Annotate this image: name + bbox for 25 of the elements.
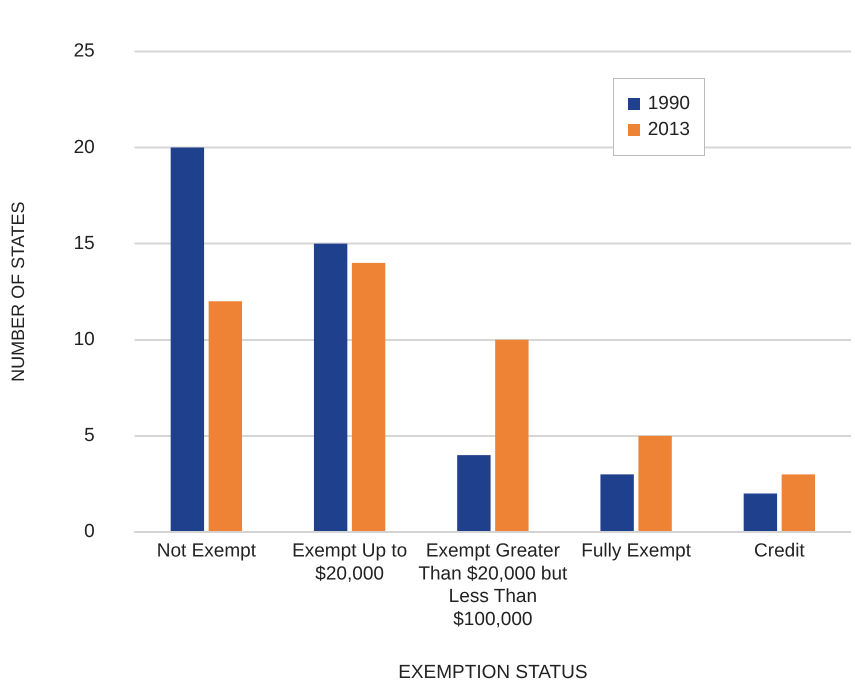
y-tick-label: 20 <box>74 136 95 158</box>
bar <box>208 301 242 531</box>
bar <box>457 455 491 531</box>
bar <box>638 436 672 531</box>
x-tick-label: Exempt Greater Than $20,000 but Less Than $100,000 <box>418 540 568 630</box>
y-axis-title: NUMBER OF STATES <box>8 202 28 382</box>
x-tick-label: Exempt Up to $20,000 <box>292 540 408 584</box>
x-tick-label: Fully Exempt <box>581 540 692 562</box>
x-tick-label: Not Exempt <box>156 540 257 562</box>
y-tick-label: 10 <box>74 328 95 350</box>
y-tick-label: 15 <box>74 232 95 254</box>
y-tick-label: 25 <box>74 40 95 62</box>
y-tick-label: 0 <box>84 521 95 542</box>
legend-label: 1990 <box>648 93 690 115</box>
bar <box>314 244 348 531</box>
bar <box>782 474 816 531</box>
bar <box>170 148 204 531</box>
bar <box>352 262 386 531</box>
y-tick-label: 5 <box>84 425 95 446</box>
legend-label: 2013 <box>648 119 690 141</box>
bar <box>495 340 529 531</box>
bar <box>600 474 634 531</box>
x-tick-label: Credit <box>754 540 806 562</box>
bar <box>744 494 778 531</box>
x-axis-title: EXEMPTION STATUS <box>398 662 588 683</box>
